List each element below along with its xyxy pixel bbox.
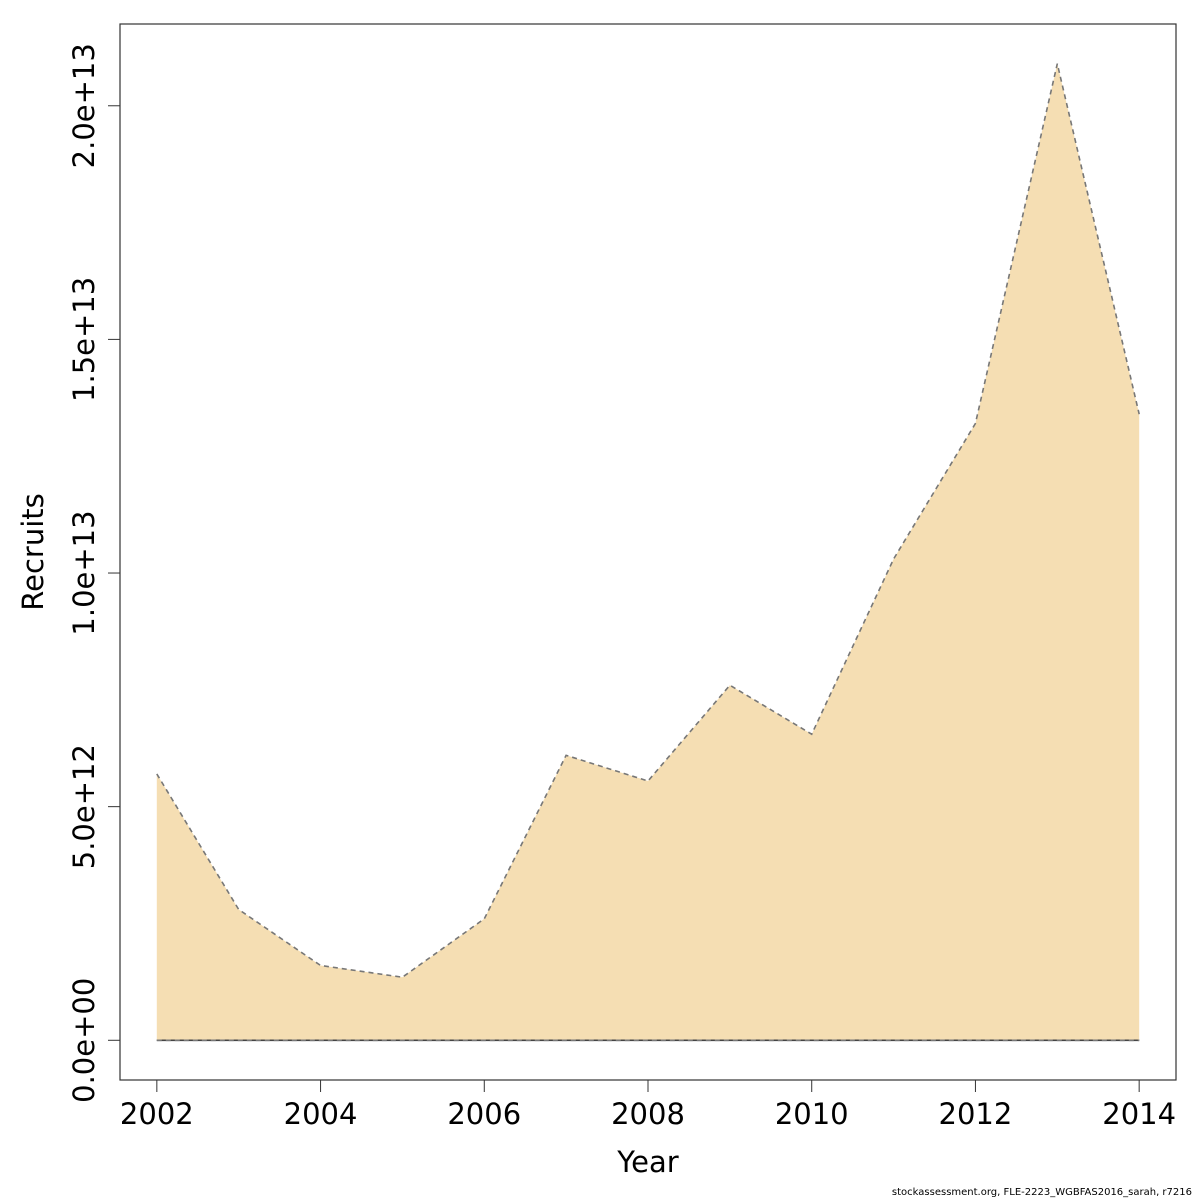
confidence-area (156, 63, 1140, 1041)
x-tick-label: 2010 (775, 1097, 849, 1131)
y-tick-label: 5.0e+12 (67, 744, 101, 869)
x-tick-label: 2014 (1102, 1097, 1176, 1131)
y-axis: 0.0e+00 5.0e+12 1.0e+13 1.5e+13 2.0e+13 (67, 43, 120, 1103)
area-fill (156, 63, 1140, 1041)
x-tick-label: 2008 (611, 1097, 685, 1131)
x-tick-label: 2002 (120, 1097, 194, 1131)
x-axis: 2002 2004 2006 2008 2010 2012 2014 (120, 1080, 1176, 1131)
y-tick-label: 1.0e+13 (67, 510, 101, 635)
y-axis-label: Recruits (16, 493, 50, 610)
y-tick-label: 0.0e+00 (67, 978, 101, 1103)
y-tick-label: 2.0e+13 (67, 43, 101, 168)
upper-bound-line (156, 63, 1140, 979)
y-tick-label: 1.5e+13 (67, 277, 101, 402)
x-tick-label: 2006 (447, 1097, 521, 1131)
x-axis-label: Year (616, 1145, 678, 1179)
x-tick-label: 2004 (284, 1097, 358, 1131)
footer-credit: stockassessment.org, FLE-2223_WGBFAS2016… (891, 1187, 1192, 1198)
series-lines (156, 63, 1140, 1042)
x-tick-label: 2012 (939, 1097, 1013, 1131)
